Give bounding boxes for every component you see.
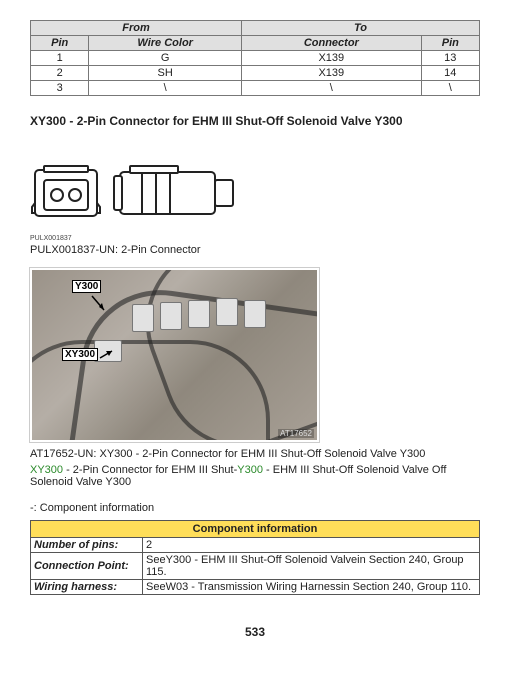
- table-cell: \: [421, 81, 479, 96]
- green-y300: Y300: [237, 464, 263, 476]
- table-cell: SH: [89, 66, 242, 81]
- table-row: Number of pins:2: [31, 538, 480, 553]
- pin-table-body: 1GX139132SHX139143\\\: [31, 51, 480, 96]
- table-cell: \: [89, 81, 242, 96]
- table-row: 3\\\: [31, 81, 480, 96]
- table-cell: 1: [31, 51, 89, 66]
- table-cell: X139: [242, 66, 422, 81]
- component-row-label: Wiring harness:: [31, 580, 143, 595]
- table-cell: X139: [242, 51, 422, 66]
- table-cell: G: [89, 51, 242, 66]
- location-photo: Y300 XY300 AT17652: [30, 268, 319, 442]
- table-row: 2SHX13914: [31, 66, 480, 81]
- table-row: 1GX13913: [31, 51, 480, 66]
- pin-table-from-header: From: [31, 21, 242, 36]
- component-row-label: Number of pins:: [31, 538, 143, 553]
- component-row-value: 2: [143, 538, 480, 553]
- green-t1: - 2-Pin Connector for EHM III Shut-: [63, 464, 237, 476]
- pin-table: From To Pin Wire Color Connector Pin 1GX…: [30, 20, 480, 96]
- green-xy300: XY300: [30, 464, 63, 476]
- table-cell: 14: [421, 66, 479, 81]
- page-number: 533: [30, 625, 480, 639]
- table-cell: 2: [31, 66, 89, 81]
- table-cell: \: [242, 81, 422, 96]
- table-cell: 3: [31, 81, 89, 96]
- connector-drawing: PULX001837 PULX001837-UN: 2-Pin Connecto…: [30, 158, 480, 256]
- component-info-body: Number of pins:2Connection Point:SeeY300…: [31, 538, 480, 595]
- photo-label-y300: Y300: [72, 280, 101, 293]
- pin-col-pin-to: Pin: [421, 36, 479, 51]
- photo-caption: AT17652-UN: XY300 - 2-Pin Connector for …: [30, 448, 480, 460]
- photo-label-xy300: XY300: [62, 348, 98, 361]
- table-cell: 13: [421, 51, 479, 66]
- pin-col-wire: Wire Color: [89, 36, 242, 51]
- pin-col-connector: Connector: [242, 36, 422, 51]
- component-row-value: SeeW03 - Transmission Wiring Harnessin S…: [143, 580, 480, 595]
- green-desc-line: XY300 - 2-Pin Connector for EHM III Shut…: [30, 464, 480, 488]
- component-info-table: Component information Number of pins:2Co…: [30, 520, 480, 595]
- photo-corner-id: AT17652: [278, 429, 314, 438]
- table-row: Wiring harness:SeeW03 - Transmission Wir…: [31, 580, 480, 595]
- pin-table-to-header: To: [242, 21, 480, 36]
- component-info-header: Component information: [31, 521, 480, 538]
- connector-img-id: PULX001837: [30, 235, 480, 242]
- pin-col-pin-from: Pin: [31, 36, 89, 51]
- component-row-value: SeeY300 - EHM III Shut-Off Solenoid Valv…: [143, 553, 480, 580]
- component-row-label: Connection Point:: [31, 553, 143, 580]
- connector-svg: [30, 158, 240, 228]
- connector-caption: PULX001837-UN: 2-Pin Connector: [30, 244, 480, 256]
- table-row: Connection Point:SeeY300 - EHM III Shut-…: [31, 553, 480, 580]
- component-info-label: -: Component information: [30, 502, 480, 514]
- section-title: XY300 - 2-Pin Connector for EHM III Shut…: [30, 114, 480, 128]
